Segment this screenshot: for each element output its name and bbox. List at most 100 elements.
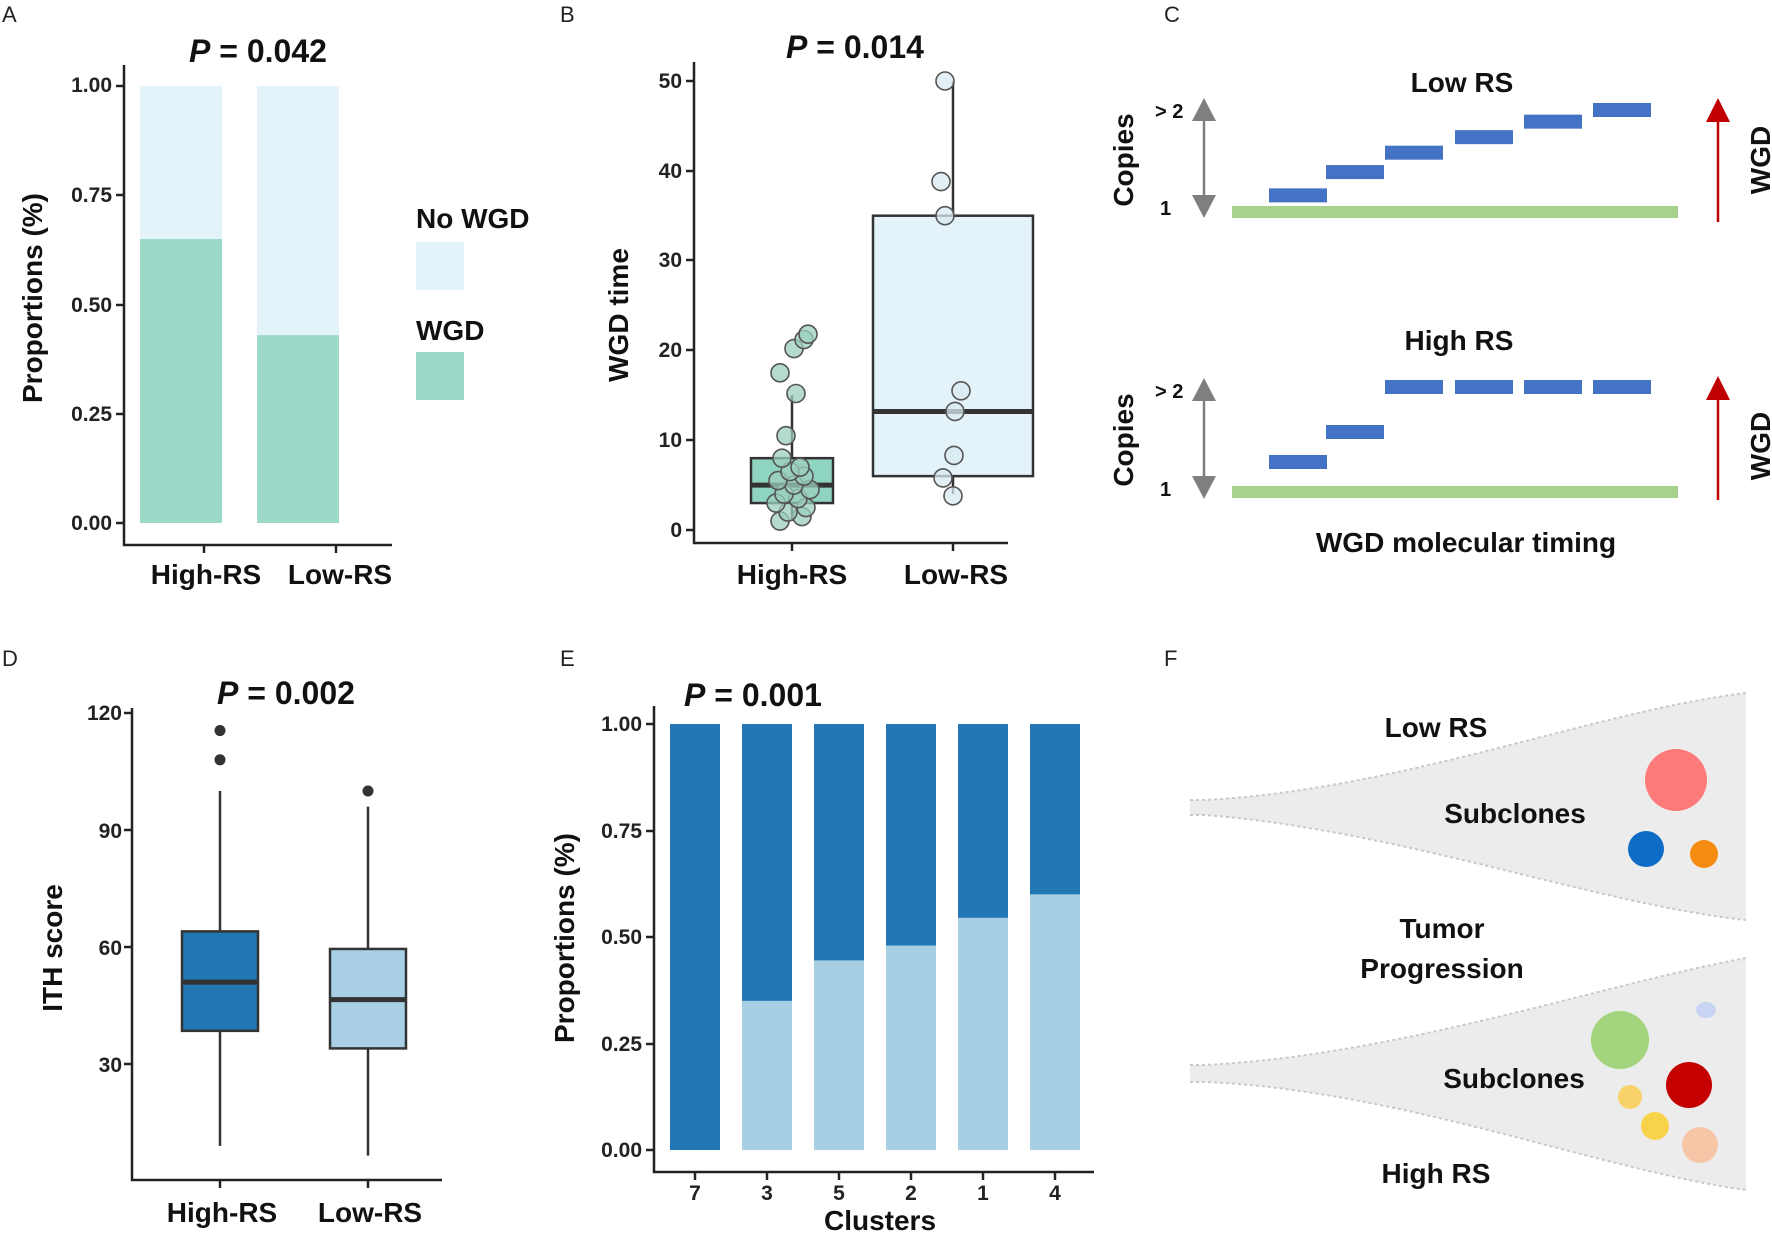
panel-e-title: P = 0.001 (684, 677, 822, 713)
panel-a-ytick: 0.75 (71, 184, 112, 207)
panel-d-xcat: High-RS (167, 1197, 277, 1228)
legend-swatch-no-wgd (416, 242, 464, 290)
panel-d: D P = 0.002 ITH score 120 90 60 30 High-… (2, 646, 442, 1228)
c-baseline-upper (1232, 206, 1678, 218)
panel-d-boxes (180, 725, 408, 1156)
panel-d-xcat: Low-RS (318, 1197, 422, 1228)
f-cone-upper-edge (1190, 692, 1747, 801)
outlier-point (214, 725, 226, 737)
bar-dark (670, 724, 720, 1150)
f-cone-lower-edge (1190, 957, 1747, 1066)
data-point (798, 324, 818, 345)
panel-a-ytick: 0.00 (71, 512, 112, 535)
c-copies-upper: Copies (1108, 113, 1139, 206)
panel-d-ylabel: ITH score (37, 884, 68, 1012)
data-point (790, 457, 810, 477)
panel-d-ytick: 60 (99, 937, 122, 960)
c-copies-lower: Copies (1108, 393, 1139, 486)
copy-segment (1326, 425, 1384, 439)
c-low-segments (1269, 103, 1651, 203)
panel-e-xcats: 7 3 5 2 1 4 (689, 1182, 1061, 1205)
panel-e-bars (670, 724, 1080, 1180)
panel-a-xcat: Low-RS (288, 559, 392, 590)
panel-d-ytick: 30 (99, 1054, 122, 1077)
data-point (786, 383, 806, 404)
c-xlabel: WGD molecular timing (1316, 527, 1616, 558)
panel-a-ylabel: Proportions (%) (17, 193, 48, 403)
data-point (951, 381, 971, 401)
panel-a-title: P = 0.042 (189, 33, 327, 69)
panel-e-axes (652, 706, 1094, 1174)
panel-a-ytick: 1.00 (71, 74, 112, 97)
panel-e-xlabel: Clusters (824, 1205, 936, 1234)
panel-e-xcat: 7 (689, 1182, 701, 1205)
f-cone-upper-edge-lower (1190, 814, 1747, 921)
data-point (945, 401, 965, 422)
bar-no-wgd (257, 86, 339, 336)
copy-segment (1524, 114, 1582, 129)
c-baseline-lower (1232, 486, 1678, 498)
panel-d-title-p: P (217, 675, 239, 711)
bar-dark (742, 724, 792, 1001)
panel-a-legend: No WGD WGD (416, 203, 530, 400)
copy-segment (1269, 188, 1327, 203)
data-point (933, 468, 953, 488)
data-point (935, 71, 955, 91)
panel-a-bars (140, 86, 339, 523)
panel-e-ytick: 0.00 (601, 1139, 642, 1162)
panel-b-title-rest: = 0.014 (807, 29, 924, 65)
c-wgd-upper: WGD (1745, 126, 1772, 194)
c-gt2-lower: > 2 (1155, 381, 1183, 403)
panel-b-title-p: P (786, 29, 808, 65)
panel-a: A P = 0.042 Proportions (%) 1.00 0.75 0.… (2, 2, 530, 590)
f-subclone-circle (1591, 1011, 1649, 1069)
c-low-title: Low RS (1411, 67, 1514, 98)
panel-label-d: D (2, 646, 18, 671)
copy-segment (1269, 455, 1327, 469)
panel-e-xcat: 5 (833, 1182, 845, 1205)
bar-wgd (140, 238, 222, 523)
bar-dark (814, 724, 864, 961)
data-point (935, 205, 955, 226)
panel-a-axes (122, 65, 392, 547)
bar-dark (958, 724, 1008, 918)
panel-b-title: P = 0.014 (786, 29, 924, 65)
f-subclone-circle (1690, 840, 1718, 868)
f-subclones-upper: Subclones (1444, 798, 1586, 829)
panel-c: C Low RS High RS Copies > 2 1 WGD Copies… (1108, 2, 1772, 558)
panel-b-ytick: 0 (670, 519, 682, 542)
panel-b-boxes (749, 71, 1035, 531)
panel-b-ytick: 40 (659, 160, 682, 183)
panel-a-yticks: 1.00 0.75 0.50 0.25 0.00 (71, 74, 112, 535)
panel-label-a: A (2, 2, 17, 27)
c-one-lower: 1 (1160, 479, 1171, 501)
outlier-point (214, 754, 226, 766)
panel-d-title: P = 0.002 (217, 675, 355, 711)
f-low-rs: Low RS (1385, 712, 1488, 743)
c-high-title: High RS (1405, 325, 1514, 356)
bar-light (742, 1000, 792, 1150)
copy-segment (1326, 165, 1384, 180)
legend-label-wgd: WGD (416, 315, 484, 346)
panel-b-xcat: Low-RS (904, 559, 1008, 590)
panel-b-ytick: 10 (659, 429, 682, 452)
data-point (776, 425, 796, 446)
panel-e-ytick: 0.25 (601, 1033, 642, 1056)
copy-segment (1455, 380, 1513, 394)
outlier-point (362, 785, 374, 797)
copy-segment (1385, 380, 1443, 394)
c-arrow-up-lower (1192, 378, 1216, 401)
panel-a-ytick: 0.25 (71, 403, 112, 426)
copy-segment (1385, 145, 1443, 160)
f-cone-upper (1190, 693, 1746, 920)
c-arrow-up-upper (1192, 98, 1216, 121)
bar-no-wgd (140, 86, 222, 239)
panel-e-xcat: 1 (977, 1182, 989, 1205)
bar-light (886, 945, 936, 1150)
data-point (772, 448, 792, 468)
f-subclone-circle (1618, 1085, 1642, 1109)
panel-label-c: C (1164, 2, 1180, 27)
copy-segment (1524, 380, 1582, 394)
legend-swatch-wgd (416, 352, 464, 400)
data-point (944, 445, 964, 466)
